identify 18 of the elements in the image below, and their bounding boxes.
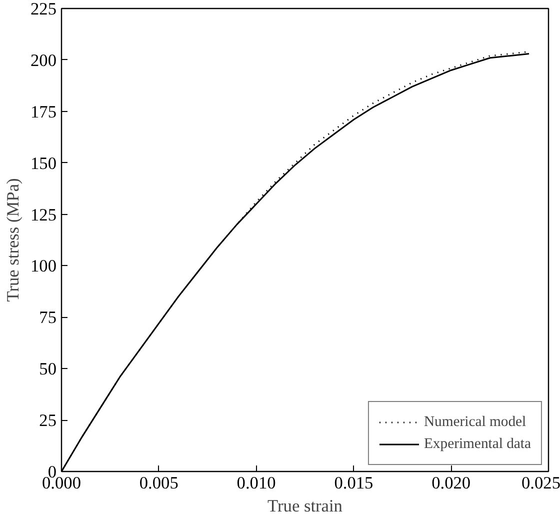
y-tick-label: 75 [39,308,56,328]
x-tick-label: 0.010 [236,474,276,492]
x-tick-label: 0.025 [522,474,560,492]
x-tick-label: 0.005 [139,474,178,492]
y-tick-label: 150 [30,154,57,173]
y-tick-label: 125 [30,205,57,224]
y-tick-label: 100 [30,256,57,276]
x-axis-title: True strain [268,496,343,516]
legend-label: Experimental data [424,436,531,452]
y-tick-label: 25 [39,411,56,430]
y-axis-title: True stress (MPa) [4,178,23,302]
y-tick-label: 225 [30,0,57,18]
x-tick-label: 0.015 [334,474,374,492]
x-tick-label: 0.020 [432,474,471,492]
y-tick-label: 200 [30,50,57,70]
y-tick-label: 50 [39,360,56,379]
legend-label: Numerical model [424,414,526,430]
y-tick-label: 175 [30,102,57,122]
